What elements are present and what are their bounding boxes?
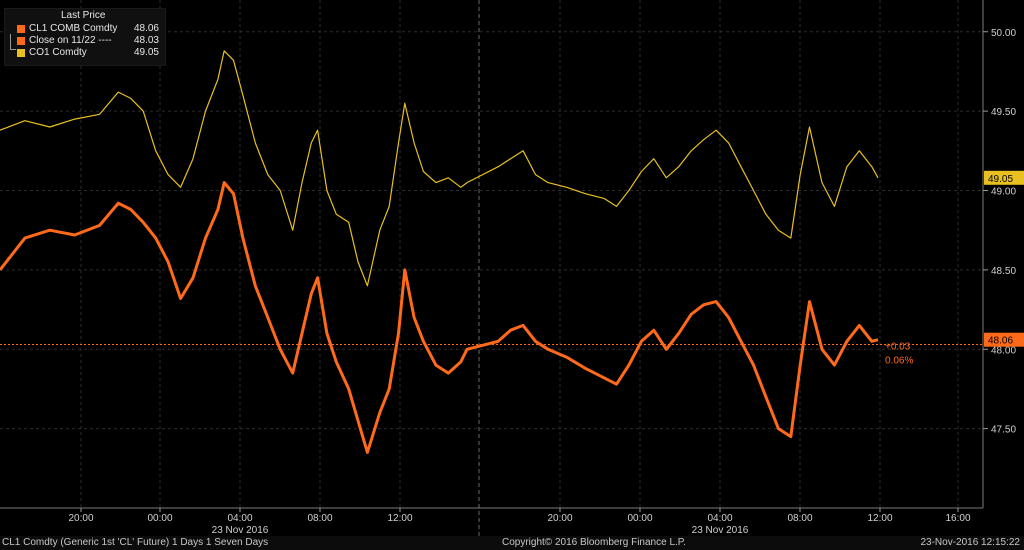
footer-security: CL1 Comdty (Generic 1st 'CL' Future) 1 D… [2, 537, 269, 548]
series-line-cl1 [0, 181, 879, 454]
legend-entry-close[interactable]: Close on 11/22 ---- 48.03 [17, 35, 163, 47]
legend-title: Last Price [61, 10, 106, 21]
last-value-badge-text: 48.06 [988, 336, 1013, 347]
x-tick-label: 12:00 [387, 513, 412, 524]
legend-bracket [10, 34, 16, 50]
background [0, 0, 1024, 536]
last-value-badge [984, 170, 1024, 185]
y-tick-label: 48.50 [991, 266, 1016, 277]
y-tick-label: 50.00 [991, 28, 1016, 39]
last-value-badge-text: 49.05 [988, 174, 1013, 185]
x-tick-label: 20:00 [68, 513, 93, 524]
legend-name: CL1 COMB Comdty [29, 23, 118, 34]
footer-copyright: Copyright© 2016 Bloomberg Finance L.P. [502, 537, 686, 548]
legend: Last Price CL1 COMB Comdty 48.06 Close o… [4, 8, 166, 66]
legend-entry-co1[interactable]: CO1 Comdty 49.05 [17, 47, 163, 59]
legend-value: 49.05 [133, 47, 159, 58]
legend-entry-cl1[interactable]: CL1 COMB Comdty 48.06 [17, 23, 163, 35]
co1-swatch [17, 49, 25, 57]
x-tick-label: 00:00 [147, 513, 172, 524]
legend-value: 48.03 [133, 35, 159, 46]
y-tick-label: 48.00 [991, 345, 1016, 356]
x-tick-label: 16:00 [945, 513, 970, 524]
x-tick-label: 08:00 [307, 513, 332, 524]
legend-name: CO1 Comdty [29, 47, 87, 58]
legend-name: Close on 11/22 ---- [29, 35, 112, 46]
series-line-co1 [0, 50, 879, 287]
footer-timestamp: 23-Nov-2016 12:15:22 [920, 537, 1020, 548]
legend-value: 48.06 [133, 23, 159, 34]
close-swatch [17, 37, 25, 45]
x-tick-label: 12:00 [867, 513, 892, 524]
y-tick-label: 49.00 [991, 187, 1016, 198]
x-tick-label: 04:00 [707, 513, 732, 524]
x-date-label: 23 Nov 2016 [692, 525, 749, 536]
x-date-label: 23 Nov 2016 [212, 525, 269, 536]
change-pct-annotation: 0.06% [885, 355, 913, 366]
y-tick-label: 47.50 [991, 425, 1016, 436]
cl1-swatch [17, 25, 25, 33]
x-tick-label: 20:00 [547, 513, 572, 524]
y-tick-label: 49.50 [991, 107, 1016, 118]
price-chart: 47.50 48.00 48.50 49.00 49.50 50.00 20:00 00:00… [0, 0, 1024, 536]
x-tick-label: 00:00 [627, 513, 652, 524]
footer-bar: CL1 Comdty (Generic 1st 'CL' Future) 1 D… [0, 536, 1024, 550]
x-tick-label: 04:00 [227, 513, 252, 524]
x-tick-label: 08:00 [787, 513, 812, 524]
last-value-badge [984, 332, 1024, 347]
change-annotation: +0.03 [885, 341, 911, 352]
